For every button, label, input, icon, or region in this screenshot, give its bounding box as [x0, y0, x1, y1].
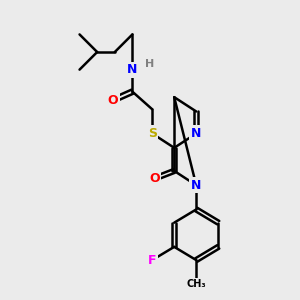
Text: H: H — [146, 59, 154, 69]
Text: S: S — [148, 127, 157, 140]
Text: N: N — [191, 127, 201, 140]
Text: CH₃: CH₃ — [186, 279, 206, 289]
Text: N: N — [127, 63, 138, 76]
Text: N: N — [191, 179, 201, 192]
Text: F: F — [148, 254, 157, 267]
Text: O: O — [149, 172, 160, 185]
Text: O: O — [107, 94, 118, 107]
